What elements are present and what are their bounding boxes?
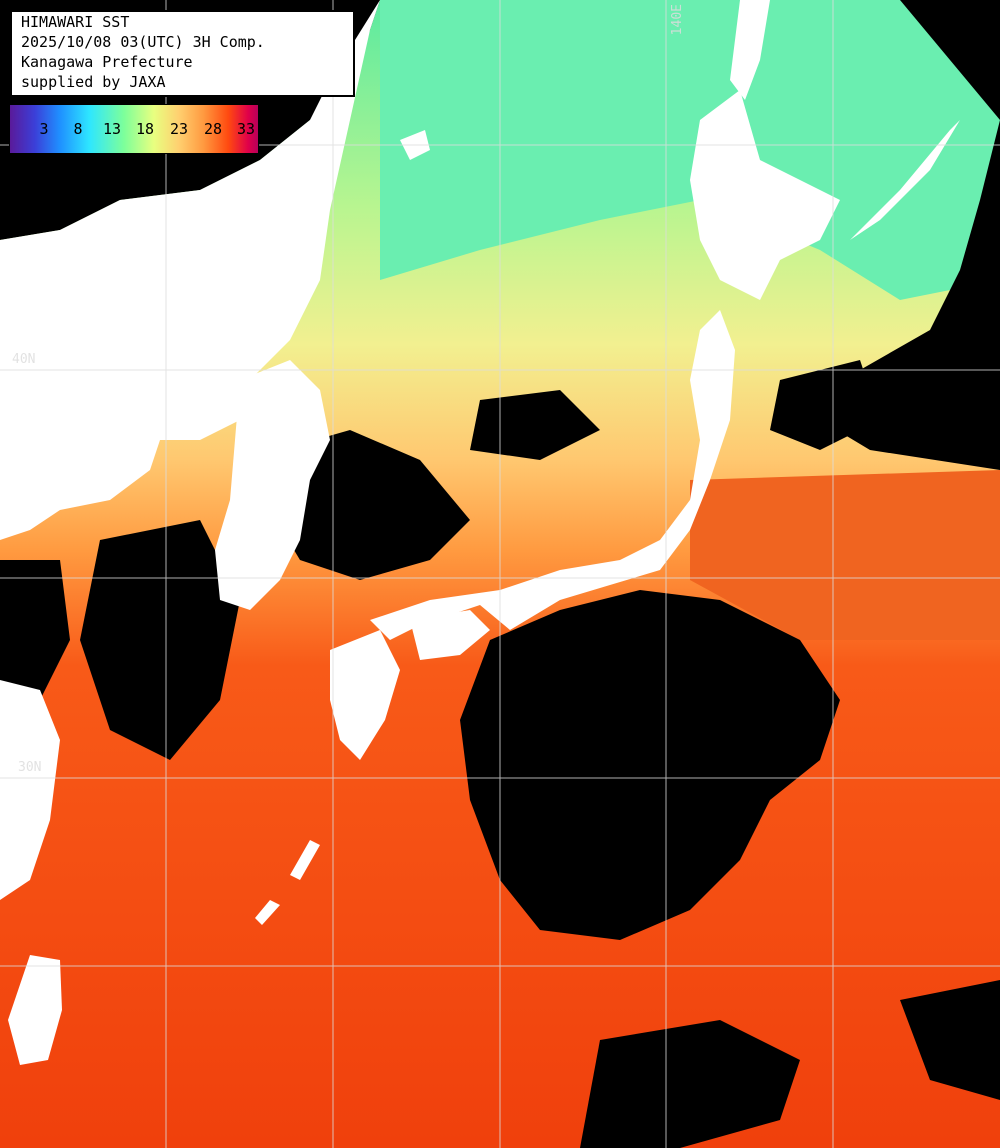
korean-peninsula <box>215 360 330 610</box>
honshu <box>370 310 735 640</box>
ryukyu-islands <box>255 840 320 925</box>
info-box: HIMAWARI SST 2025/10/08 03(UTC) 3H Comp.… <box>10 10 355 97</box>
shikoku <box>410 610 490 660</box>
map-region: Kanagawa Prefecture <box>21 53 193 71</box>
sst-cold-north <box>380 0 1000 300</box>
temperature-colorbar: 3 8 13 18 23 28 33 <box>9 104 259 154</box>
colorbar-tick: 33 <box>236 120 256 138</box>
latitude-label-40n: 40N <box>12 352 36 367</box>
kuril-arc <box>850 120 960 240</box>
colorbar-tick: 28 <box>203 120 223 138</box>
latitude-label-30n: 30N <box>18 760 42 775</box>
map-datetime: 2025/10/08 03(UTC) 3H Comp. <box>21 33 265 51</box>
colorbar-tick: 23 <box>169 120 189 138</box>
hokkaido <box>690 90 840 300</box>
colorbar-tick: 8 <box>73 120 83 138</box>
map-credit: supplied by JAXA <box>21 73 166 91</box>
kyushu <box>330 630 400 760</box>
taiwan <box>8 955 62 1065</box>
china-coast <box>0 680 60 900</box>
colorbar-tick: 13 <box>102 120 122 138</box>
longitude-label-140e: 140E <box>670 4 685 36</box>
map-title: HIMAWARI SST <box>21 13 130 31</box>
colorbar-tick: 18 <box>135 120 155 138</box>
asian-mainland <box>0 0 380 540</box>
colorbar-tick: 3 <box>39 120 49 138</box>
sakhalin <box>730 0 770 100</box>
sst-warm-east <box>690 470 1000 640</box>
land <box>0 0 960 1065</box>
